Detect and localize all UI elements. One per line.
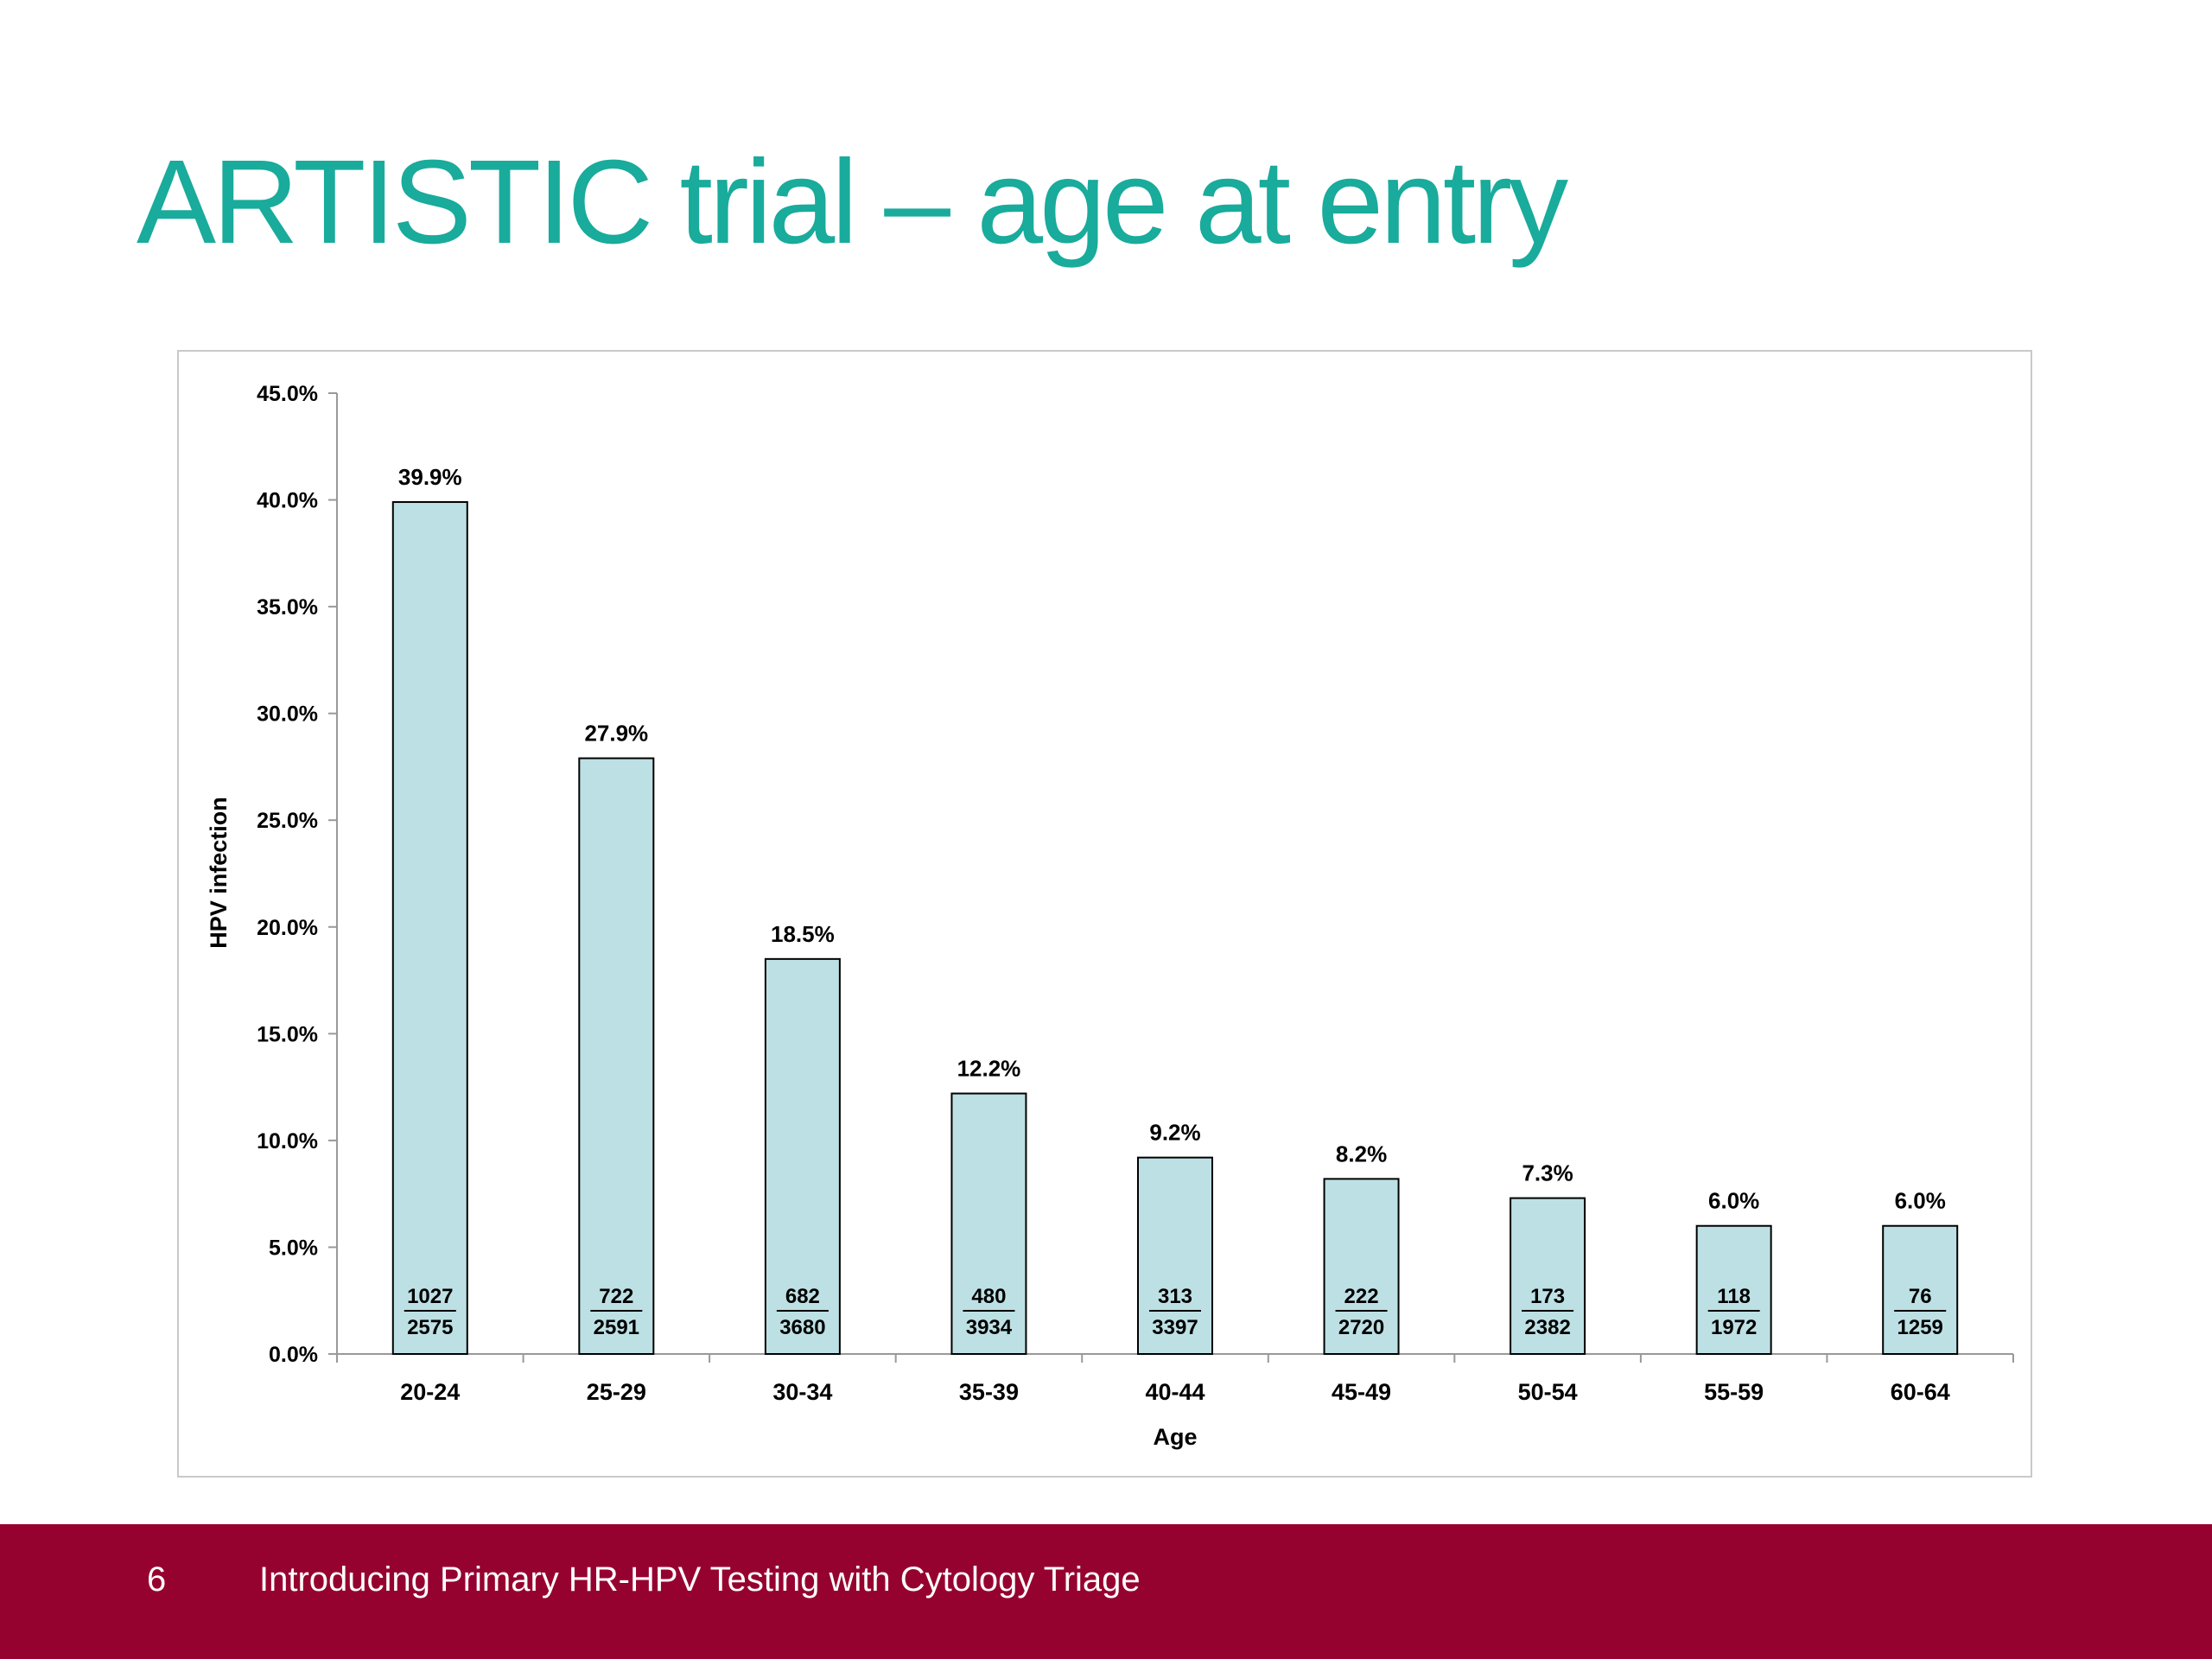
footer-title: Introducing Primary HR-HPV Testing with … bbox=[259, 1560, 1141, 1599]
bar-value-label: 12.2% bbox=[957, 1056, 1021, 1082]
x-tick-label: 35-39 bbox=[959, 1379, 1019, 1405]
bar-denominator: 1972 bbox=[1711, 1316, 1757, 1339]
bar-denominator: 2720 bbox=[1338, 1316, 1384, 1339]
bar-denominator: 2591 bbox=[594, 1316, 639, 1339]
x-tick-label: 25-29 bbox=[587, 1379, 646, 1405]
bar-denominator: 2382 bbox=[1524, 1316, 1570, 1339]
bar-value-label: 39.9% bbox=[398, 464, 462, 490]
bar-denominator: 2575 bbox=[407, 1316, 453, 1339]
bar-numerator: 722 bbox=[599, 1285, 633, 1308]
x-axis-title: Age bbox=[1153, 1424, 1197, 1450]
bar bbox=[764, 957, 841, 1356]
footer-bar: 6 Introducing Primary HR-HPV Testing wit… bbox=[0, 1524, 2212, 1659]
bar bbox=[578, 757, 655, 1355]
x-tick-label: 50-54 bbox=[1518, 1379, 1578, 1405]
bar-denominator: 3680 bbox=[779, 1316, 825, 1339]
x-tick-label: 45-49 bbox=[1332, 1379, 1391, 1405]
bar bbox=[950, 1092, 1027, 1355]
bar-value-label: 7.3% bbox=[1522, 1160, 1573, 1186]
bar-numerator: 118 bbox=[1717, 1285, 1751, 1308]
bar bbox=[1695, 1224, 1772, 1355]
x-tick-label: 40-44 bbox=[1145, 1379, 1205, 1405]
bar-value-label: 18.5% bbox=[771, 921, 835, 947]
bar-value-label: 6.0% bbox=[1895, 1188, 1946, 1214]
y-axis-title: HPV infection bbox=[206, 797, 232, 949]
page-number: 6 bbox=[147, 1560, 167, 1599]
bar bbox=[1882, 1224, 1959, 1355]
bar bbox=[391, 501, 468, 1355]
bar-value-label: 6.0% bbox=[1708, 1188, 1759, 1214]
x-tick-label: 60-64 bbox=[1891, 1379, 1950, 1405]
bar-numerator: 173 bbox=[1530, 1285, 1565, 1308]
bar-value-label: 8.2% bbox=[1336, 1141, 1387, 1166]
bar-numerator: 313 bbox=[1158, 1285, 1192, 1308]
bar-denominator: 1259 bbox=[1897, 1316, 1943, 1339]
bar bbox=[1137, 1156, 1213, 1356]
y-tick-label: 35.0% bbox=[257, 595, 318, 620]
y-tick-label: 0.0% bbox=[269, 1343, 318, 1367]
y-tick-label: 40.0% bbox=[257, 489, 318, 513]
y-tick-label: 45.0% bbox=[257, 382, 318, 406]
bar-denominator: 3934 bbox=[966, 1316, 1013, 1339]
y-tick-label: 5.0% bbox=[269, 1236, 318, 1260]
x-tick-label: 20-24 bbox=[400, 1379, 460, 1405]
bar-value-label: 27.9% bbox=[584, 721, 648, 747]
bar-numerator: 222 bbox=[1344, 1285, 1379, 1308]
bar-value-label: 9.2% bbox=[1149, 1120, 1200, 1146]
bar-numerator: 1027 bbox=[407, 1285, 453, 1308]
y-tick-label: 20.0% bbox=[257, 916, 318, 940]
x-tick-label: 30-34 bbox=[772, 1379, 832, 1405]
bar-numerator: 76 bbox=[1909, 1285, 1932, 1308]
x-tick-label: 55-59 bbox=[1704, 1379, 1764, 1405]
y-tick-label: 15.0% bbox=[257, 1022, 318, 1046]
y-tick-label: 25.0% bbox=[257, 809, 318, 833]
bar-denominator: 3397 bbox=[1152, 1316, 1198, 1339]
y-tick-label: 30.0% bbox=[257, 702, 318, 727]
slide-title: ARTISTIC trial – age at entry bbox=[137, 136, 1568, 269]
y-tick-label: 10.0% bbox=[257, 1129, 318, 1154]
bar bbox=[1323, 1178, 1400, 1355]
bar bbox=[1510, 1197, 1586, 1355]
bar-numerator: 682 bbox=[785, 1285, 820, 1308]
bar-numerator: 480 bbox=[971, 1285, 1006, 1308]
